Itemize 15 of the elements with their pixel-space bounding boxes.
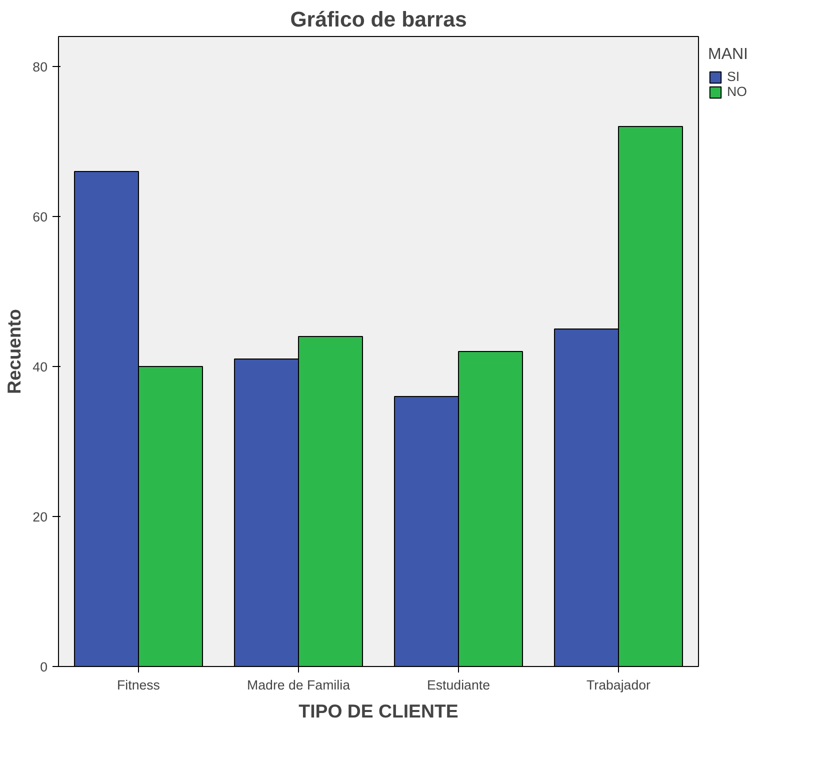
y-tick-label: 60 — [32, 210, 48, 224]
legend-title: MANI — [708, 46, 748, 64]
y-tick-label: 40 — [32, 360, 48, 374]
y-tick-label: 0 — [40, 660, 48, 674]
y-tick-label: 80 — [32, 60, 48, 74]
chart-title: Gráfico de barras — [290, 8, 467, 32]
x-axis-title: TIPO DE CLIENTE — [298, 700, 458, 722]
x-tick-label: Trabajador — [586, 678, 652, 692]
y-axis-title: Recuento — [4, 308, 25, 394]
y-tick-label: 20 — [32, 510, 48, 524]
x-tick-label: Madre de Familia — [247, 678, 351, 692]
x-tick-label: Fitness — [117, 678, 160, 692]
legend-label: SI — [727, 69, 741, 84]
x-tick-label: Estudiante — [427, 678, 490, 692]
legend-label: NO — [727, 84, 747, 99]
